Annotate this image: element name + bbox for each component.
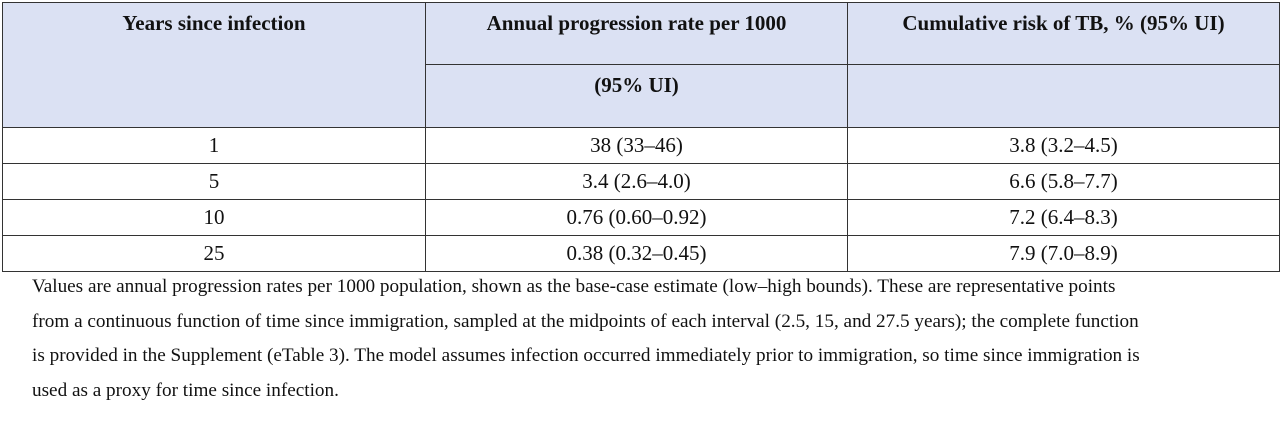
cell-rate: 3.4 (2.6–4.0) (425, 163, 848, 200)
cell-risk: 3.8 (3.2–4.5) (847, 127, 1280, 164)
cell-risk: 7.9 (7.0–8.9) (847, 235, 1280, 272)
header-cumulative-risk: Cumulative risk of TB, % (95% UI) (847, 2, 1280, 65)
footnote-line: Values are annual progression rates per … (32, 276, 1116, 297)
cell-rate: 0.76 (0.60–0.92) (425, 199, 848, 236)
progression-rate-table: Years since infection Annual progression… (2, 2, 1280, 272)
cell-years: 25 (2, 235, 426, 272)
cell-risk: 7.2 (6.4–8.3) (847, 199, 1280, 236)
header-row-1: Years since infection Annual progression… (2, 2, 1280, 128)
cell-risk: 6.6 (5.8–7.7) (847, 163, 1280, 200)
table-footnote: Values are annual progression rates per … (32, 270, 1280, 408)
table-row: 5 3.4 (2.6–4.0) 6.6 (5.8–7.7) (2, 163, 1280, 200)
cell-years: 5 (2, 163, 426, 200)
results-table-container: Years since infection Annual progression… (2, 2, 1280, 272)
header-years-since-infection: Years since infection (2, 2, 426, 128)
cell-rate: 0.38 (0.32–0.45) (425, 235, 848, 272)
footnote-line: used as a proxy for time since infection… (32, 379, 339, 401)
table-body: 1 38 (33–46) 3.8 (3.2–4.5) 5 3.4 (2.6–4.… (2, 127, 1280, 272)
footnote-line: from a continuous function of time since… (32, 310, 1139, 332)
footnote-line: is provided in the Supplement (eTable 3)… (32, 345, 1140, 366)
header-annual-progression-rate: Annual progression rate per 1000 (425, 2, 848, 65)
header-row-2: (95% UI) (3, 64, 1280, 128)
header-cumulative-risk-empty (847, 64, 1280, 128)
table-row: 25 0.38 (0.32–0.45) 7.9 (7.0–8.9) (2, 235, 1280, 272)
table-row: 10 0.76 (0.60–0.92) 7.2 (6.4–8.3) (2, 199, 1280, 236)
cell-rate: 38 (33–46) (425, 127, 848, 164)
cell-years: 10 (2, 199, 426, 236)
table-row: 1 38 (33–46) 3.8 (3.2–4.5) (2, 127, 1280, 164)
table-header: Years since infection Annual progression… (2, 2, 1280, 128)
header-annual-progression-rate-ui: (95% UI) (425, 64, 848, 128)
cell-years: 1 (2, 127, 426, 164)
